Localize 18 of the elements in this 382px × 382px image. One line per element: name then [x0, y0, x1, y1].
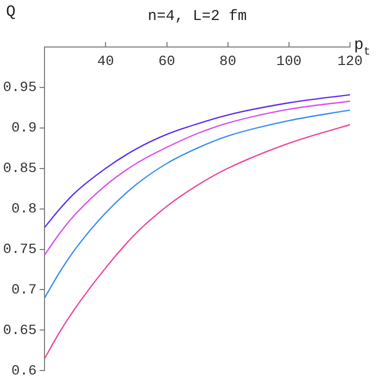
chart-title: n=4, L=2 fm [148, 8, 247, 25]
y-tick-label: 0.9 [11, 120, 37, 137]
x-tick-label: 80 [219, 54, 236, 70]
y-tick-label: 0.75 [2, 242, 37, 258]
line-series [44, 94, 350, 228]
x-tick-label: 100 [276, 54, 302, 70]
y-tick-label: 0.65 [2, 322, 37, 339]
y-tick-label: 0.95 [2, 80, 37, 96]
line-series [44, 100, 350, 256]
line-series [44, 124, 350, 360]
y-tick-label: 0.6 [11, 363, 37, 380]
y-tick-label: 0.7 [11, 282, 37, 298]
y-tick-label: 0.8 [11, 202, 37, 218]
x-tick-label: 40 [97, 54, 114, 70]
x-tick-label: 60 [158, 54, 176, 70]
y-axis-title: Q [6, 3, 16, 21]
y-tick-label: 0.85 [2, 161, 37, 178]
line-series [44, 109, 350, 298]
